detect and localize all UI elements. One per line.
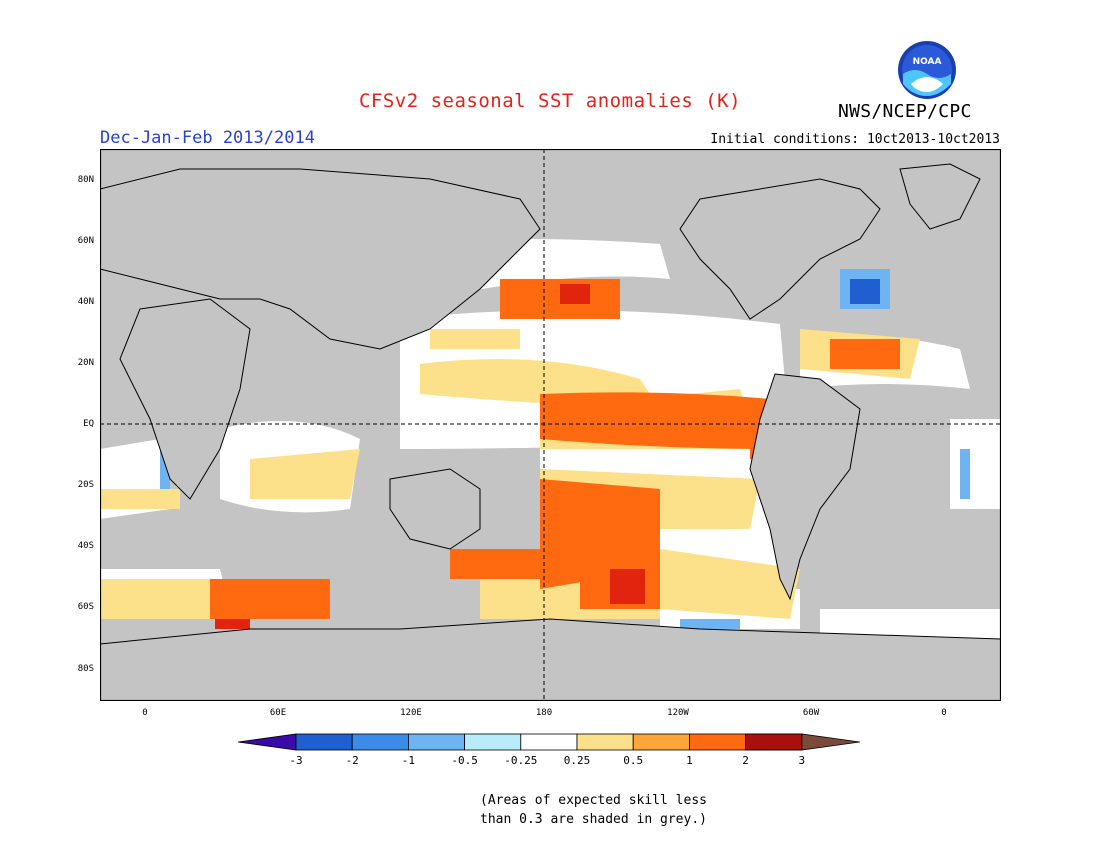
- svg-text:NOAA: NOAA: [913, 57, 942, 67]
- colorbar-tick-label: -3: [289, 754, 303, 767]
- colorbar-box: [688, 733, 746, 751]
- lon-label: 60E: [269, 708, 287, 718]
- lat-label: 40S: [77, 541, 94, 551]
- colorbar-tick-label: -0.5: [451, 754, 478, 767]
- initial-conditions-label: Initial conditions: 10ct2013-10ct2013: [710, 132, 1000, 147]
- lat-label: EQ: [83, 419, 94, 429]
- colorbar-tick-label: 0.25: [563, 754, 591, 767]
- colorbar-box: [520, 733, 578, 751]
- agency-label: NWS/NCEP/CPC: [838, 101, 972, 122]
- lat-label: 60N: [77, 236, 94, 246]
- lon-label: 120E: [400, 708, 422, 718]
- colorbar-box: [632, 733, 690, 751]
- lon-label: 180: [535, 708, 553, 718]
- lat-label: 60S: [77, 602, 94, 612]
- lon-label: 0: [142, 708, 148, 718]
- colorbar-tick-label: 1: [686, 754, 693, 767]
- colorbar-min-triangle: [238, 733, 297, 751]
- colorbar-box: [464, 733, 522, 751]
- colorbar-max-triangle: [801, 733, 860, 751]
- chart-title: CFSv2 seasonal SST anomalies (K): [358, 90, 742, 112]
- colorbar-box: [351, 733, 409, 751]
- colorbar-tick-label: 3: [798, 754, 806, 767]
- season-label: Dec-Jan-Feb 2013/2014: [100, 128, 315, 148]
- lon-label: 120W: [667, 708, 689, 718]
- lat-label: 80N: [77, 175, 94, 185]
- lat-label: 40N: [77, 297, 94, 307]
- sst-anomaly-map: [100, 149, 1001, 701]
- colorbar: [238, 733, 860, 751]
- colorbar-tick-label: 2: [742, 754, 749, 767]
- continent-outlines: [100, 163, 1001, 701]
- skill-note-line2: than 0.3 are shaded in grey.): [480, 812, 707, 827]
- lon-label: 0: [941, 708, 947, 718]
- lat-label: 20S: [77, 480, 94, 490]
- colorbar-box: [745, 733, 803, 751]
- colorbar-box: [295, 733, 353, 751]
- skill-note-line1: (Areas of expected skill less: [480, 793, 707, 808]
- colorbar-tick-label: -2: [345, 754, 359, 767]
- colorbar-box: [576, 733, 634, 751]
- colorbar-box: [407, 733, 465, 751]
- strong-negative-anomaly-areas: [850, 279, 880, 304]
- colorbar-tick-label: -0.25: [504, 754, 538, 767]
- lat-label: 20N: [77, 358, 94, 368]
- lat-label: 80S: [77, 664, 94, 674]
- colorbar-tick-label: 0.5: [623, 754, 644, 767]
- colorbar-tick-label: -1: [401, 754, 416, 767]
- noaa-logo: NOAA: [898, 41, 956, 99]
- lon-label: 60W: [802, 708, 820, 718]
